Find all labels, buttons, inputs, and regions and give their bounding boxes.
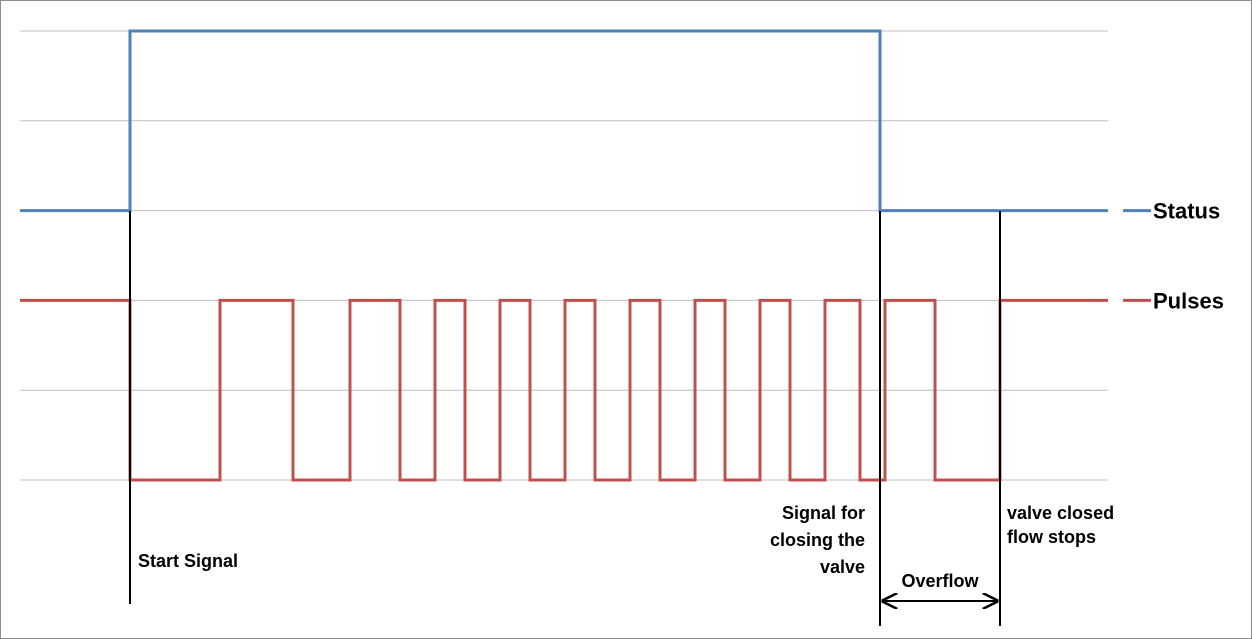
series-line-pulses: [20, 298, 1108, 482]
series-lines: [20, 29, 1108, 482]
legend-label-status: Status: [1153, 199, 1220, 224]
annotation-label: Signal for: [782, 503, 865, 523]
chart-labels: Status Pulses Start Signal Signal for closin…: [138, 199, 1224, 591]
annotation-label: closing the: [770, 530, 865, 550]
annotation-label: valve: [820, 557, 865, 577]
annotation-label: flow stops: [1007, 527, 1096, 547]
annotation-label: Start Signal: [138, 551, 238, 571]
legend-label-pulses: Pulses: [1153, 288, 1224, 313]
series-line-status: [20, 29, 1108, 213]
annotation-label: valve closed: [1007, 503, 1114, 523]
overflow-label: Overflow: [901, 571, 979, 591]
event-markers: [129, 211, 1001, 626]
